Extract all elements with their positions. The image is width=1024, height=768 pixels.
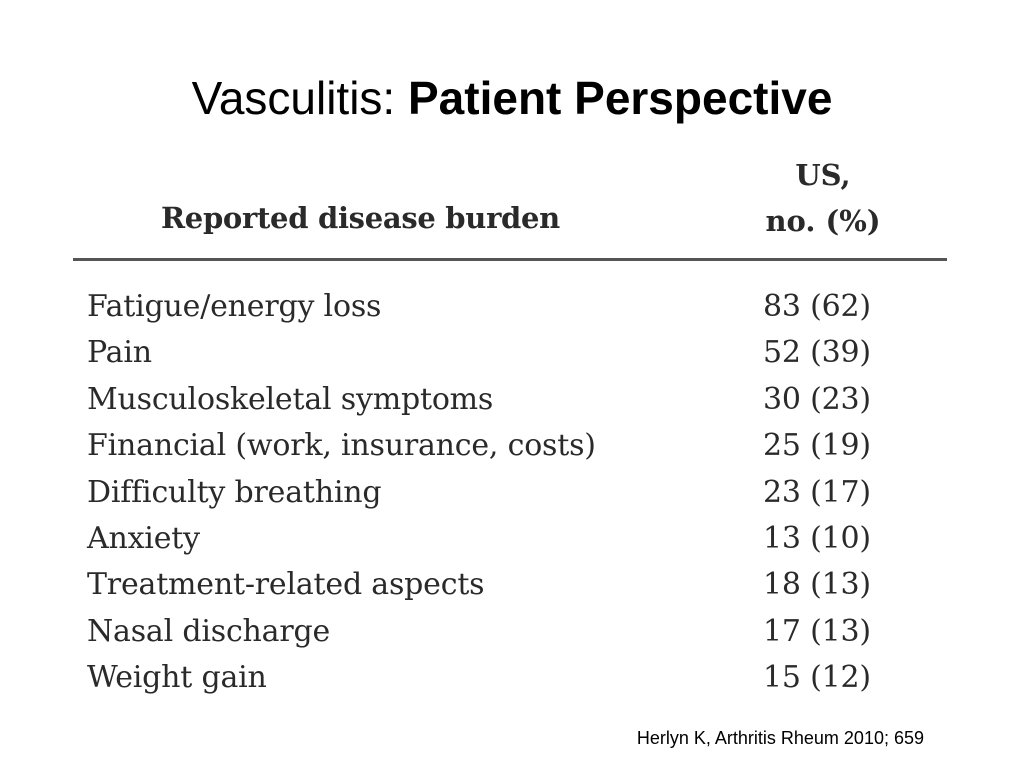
table-row: Difficulty breathing 23 (17) (73, 470, 947, 516)
row-value: 52 (39) (763, 335, 871, 371)
row-label: Musculoskeletal symptoms (87, 381, 494, 417)
citation: Herlyn K, Arthritis Rheum 2010; 659 (636, 728, 924, 748)
row-value: 30 (23) (763, 381, 871, 417)
header-rule (73, 258, 947, 261)
row-label: Pain (87, 335, 152, 371)
table-row: Nasal discharge 17 (13) (73, 609, 947, 655)
table-row: Pain 52 (39) (73, 330, 947, 376)
row-label: Financial (work, insurance, costs) (87, 428, 596, 464)
row-value: 18 (13) (763, 567, 871, 603)
table-row: Weight gain 15 (12) (73, 655, 947, 701)
table-row: Musculoskeletal symptoms 30 (23) (73, 377, 947, 423)
table-row: Fatigue/energy loss 83 (62) (73, 284, 947, 330)
row-label: Fatigue/energy loss (87, 289, 382, 324)
column-header-us-line2: no. (%) (765, 204, 881, 238)
title-prefix: Vasculitis: (191, 72, 408, 124)
row-value: 13 (10) (763, 520, 871, 556)
column-header-burden: Reported disease burden (161, 201, 560, 235)
row-value: 17 (13) (763, 613, 871, 649)
row-value: 25 (19) (763, 428, 871, 464)
row-label: Difficulty breathing (87, 474, 382, 510)
disease-burden-table: Reported disease burden US, no. (%) Fati… (73, 150, 947, 710)
table-row: Financial (work, insurance, costs) 25 (1… (73, 423, 947, 469)
row-label: Anxiety (87, 520, 200, 556)
title-emphasis: Patient Perspective (408, 72, 833, 124)
row-label: Treatment-related aspects (87, 567, 485, 603)
table-body: Fatigue/energy loss 83 (62) Pain 52 (39)… (73, 284, 947, 702)
table-row: Treatment-related aspects 18 (13) (73, 562, 947, 608)
column-header-us-line1: US, (795, 158, 851, 192)
slide-title: Vasculitis: Patient Perspective (0, 62, 1024, 134)
row-label: Weight gain (87, 660, 267, 696)
row-label: Nasal discharge (87, 613, 331, 649)
row-value: 15 (12) (763, 660, 871, 696)
column-header-us: US, no. (%) (753, 152, 893, 244)
table-row: Anxiety 13 (10) (73, 516, 947, 562)
row-value: 83 (62) (763, 289, 871, 324)
row-value: 23 (17) (763, 474, 871, 510)
